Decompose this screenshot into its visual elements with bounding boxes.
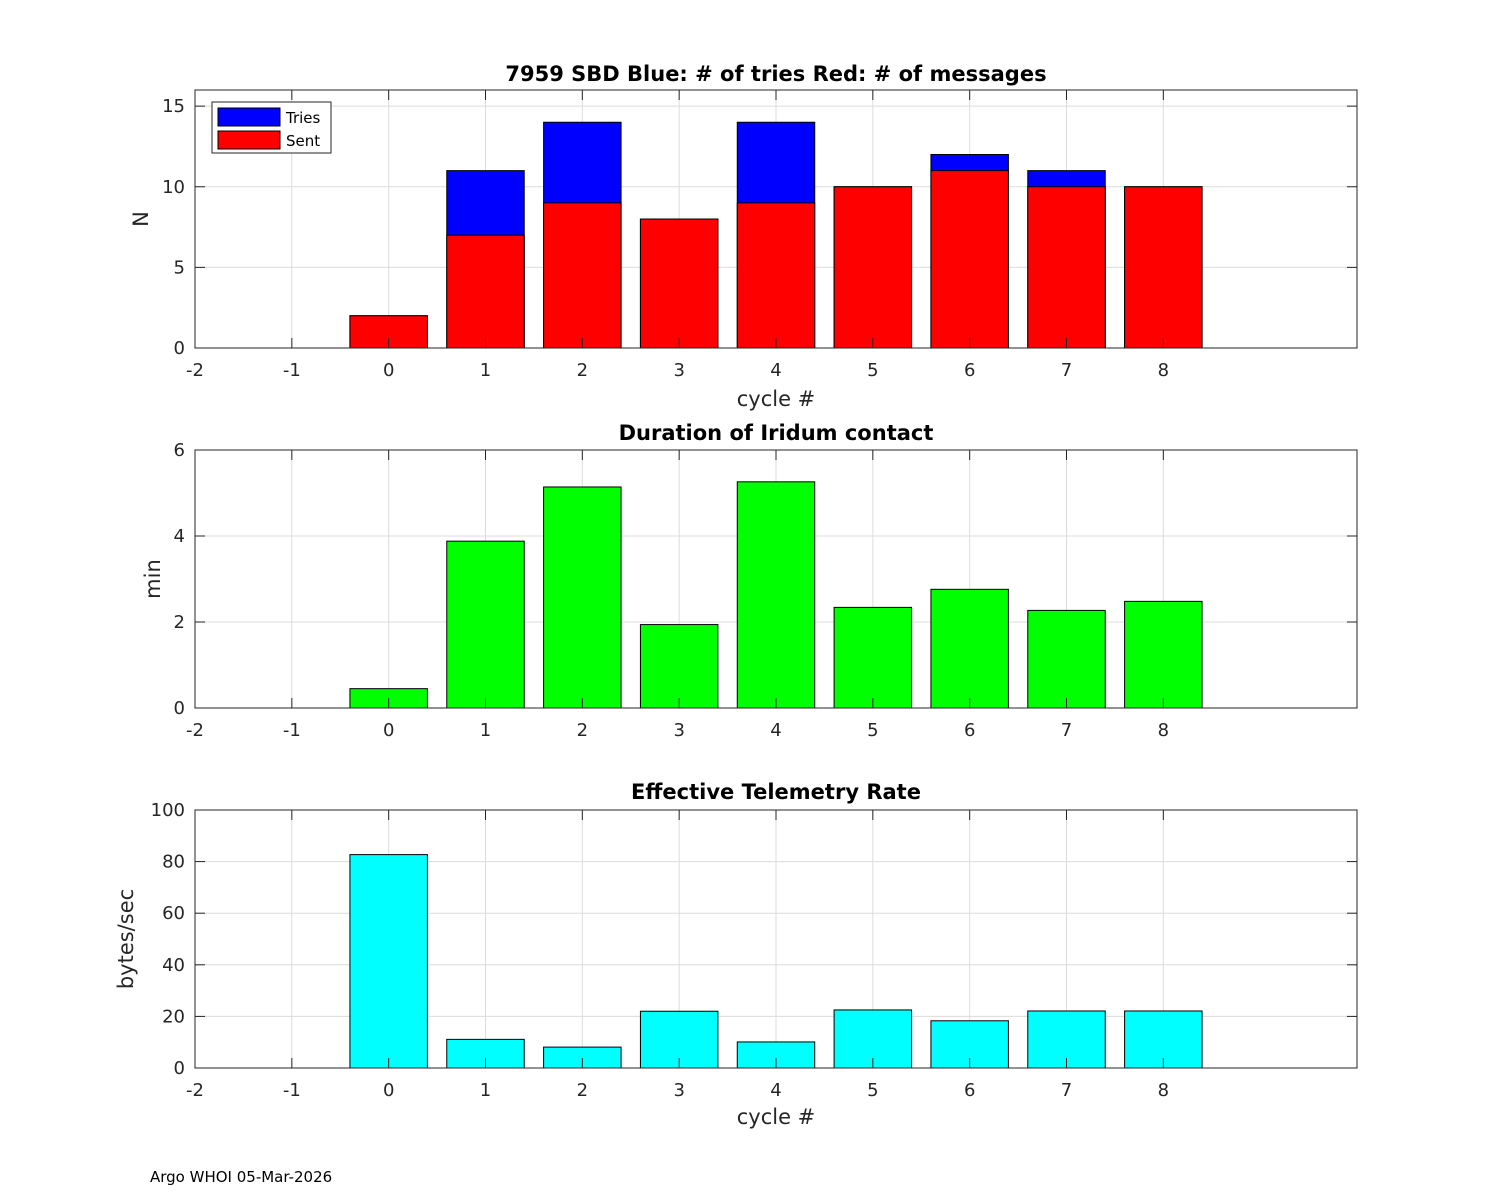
x-tick-label: 1 [480,1080,491,1101]
bar-duration-cycle-5 [833,606,913,709]
x-tick-label: 3 [673,720,684,741]
duration-ylabel: min [141,559,165,599]
x-tick-label: 6 [964,360,975,381]
bar-sent-cycle-3 [639,218,719,349]
x-tick-label: 2 [577,1080,588,1101]
y-tick-label: 100 [151,800,185,821]
duration-panel: -2 -1 0 1 2 3 4 5 6 7 8 0 2 4 6 Duration of Iridum con… [141,421,1358,741]
bar-duration-cycle-8 [1124,600,1203,709]
bar-duration-cycle-2 [543,486,622,709]
comms-ticks: -2 -1 0 1 2 3 4 5 6 7 8 0 5 10 15 [162,89,1358,381]
bar-duration-cycle-1 [446,540,525,709]
bar-duration-cycle-7 [1027,609,1106,709]
comms-bars [349,121,1203,349]
bar-sent-cycle-2 [543,202,622,349]
x-tick-label: 8 [1158,360,1169,381]
x-tick-label: 8 [1158,1080,1169,1101]
duration-ticks: -2 -1 0 1 2 3 4 5 6 7 8 0 2 4 6 [174,440,1358,741]
x-tick-label: 0 [383,1080,394,1101]
x-tick-label: 7 [1061,1080,1072,1101]
rate-xlabel: cycle # [737,1105,816,1129]
y-tick-label: 6 [174,440,185,461]
y-tick-label: 60 [162,903,185,924]
bar-sent-cycle-8 [1124,186,1203,349]
y-tick-label: 15 [162,96,185,117]
axis-outline [194,89,1358,349]
footer-credit: Argo WHOI 05-Mar-2026 [150,1168,332,1186]
x-tick-label: 3 [673,360,684,381]
y-tick-label: 10 [162,177,185,198]
rate-ylabel: bytes/sec [114,889,138,989]
legend-label-tries: Tries [285,109,321,127]
y-tick-label: 4 [174,526,185,547]
comms-title: 7959 SBD Blue: # of tries Red: # of mess… [505,62,1046,86]
x-tick-label: -2 [186,360,204,381]
legend-swatch-sent [217,130,281,150]
x-tick-label: 8 [1158,720,1169,741]
y-tick-label: 20 [162,1006,185,1027]
bar-sent-cycle-7 [1027,186,1106,349]
axis-outline [194,809,1358,1069]
x-tick-label: -2 [186,1080,204,1101]
y-tick-label: 2 [174,612,185,633]
comms-ylabel: N [129,211,153,227]
bar-duration-cycle-6 [930,588,1009,709]
x-tick-label: 4 [770,720,781,741]
x-tick-label: 5 [867,720,878,741]
x-tick-label: 5 [867,1080,878,1101]
x-tick-label: 3 [673,1080,684,1101]
comms-panel: -2 -1 0 1 2 3 4 5 6 7 8 0 5 10 15 7959 SBD Blue: # of … [129,62,1358,411]
legend-label-sent: Sent [286,132,320,150]
x-tick-label: -1 [283,720,301,741]
legend-swatch-tries [217,107,281,127]
x-tick-label: 0 [383,720,394,741]
bar-rate-cycle-0 [349,854,428,1069]
x-tick-label: 0 [383,360,394,381]
x-tick-label: 2 [577,360,588,381]
x-tick-label: 5 [867,360,878,381]
x-tick-label: 1 [480,720,491,741]
y-tick-label: 0 [174,698,185,719]
rate-bars [349,854,1203,1069]
bar-sent-cycle-6 [930,170,1009,349]
x-tick-label: 7 [1061,360,1072,381]
y-tick-label: 5 [174,257,185,278]
x-tick-label: -1 [283,1080,301,1101]
bar-sent-cycle-1 [446,234,525,349]
comms-xlabel: cycle # [737,387,816,411]
comms-legend: Tries Sent [211,101,332,154]
x-tick-label: -2 [186,720,204,741]
x-tick-label: 2 [577,720,588,741]
x-tick-label: 4 [770,360,781,381]
duration-bars [349,481,1203,709]
x-tick-label: 6 [964,720,975,741]
bar-duration-cycle-3 [639,624,719,709]
x-tick-label: 7 [1061,720,1072,741]
y-tick-label: 80 [162,852,185,873]
y-tick-label: 40 [162,955,185,976]
bar-duration-cycle-4 [736,481,816,709]
x-tick-label: 4 [770,1080,781,1101]
x-tick-label: 6 [964,1080,975,1101]
duration-title: Duration of Iridum contact [619,421,934,445]
axis-outline [194,449,1358,709]
rate-title: Effective Telemetry Rate [631,780,921,804]
bar-sent-cycle-4 [736,202,816,349]
y-tick-label: 0 [174,338,185,359]
x-tick-label: -1 [283,360,301,381]
bar-sent-cycle-5 [833,186,913,349]
y-tick-label: 0 [174,1058,185,1079]
x-tick-label: 1 [480,360,491,381]
